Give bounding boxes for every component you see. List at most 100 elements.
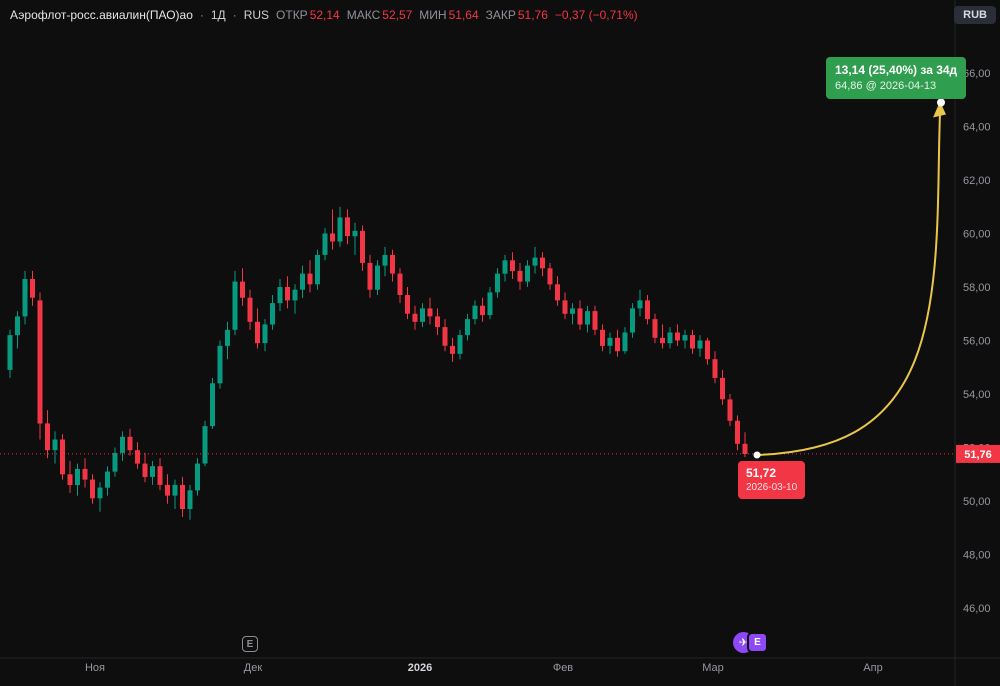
candle-body xyxy=(720,377,725,400)
open-value-group: ОТКР 52,14 xyxy=(276,8,340,22)
candle-body xyxy=(105,471,110,488)
low-value-group: МИН 51,64 xyxy=(419,8,478,22)
time-tick-label: 2026 xyxy=(408,662,432,674)
candle-body xyxy=(127,436,133,451)
candle-body xyxy=(480,305,485,316)
candle-body xyxy=(645,300,650,320)
candle-body xyxy=(577,308,583,325)
candle-body xyxy=(165,484,170,496)
price-tick-label: 60,00 xyxy=(963,229,991,241)
candle-body xyxy=(67,474,73,485)
candle-body xyxy=(180,484,185,509)
open-label: ОТКР xyxy=(276,8,308,22)
candle-body xyxy=(52,439,58,451)
symbol-title[interactable]: Аэрофлот-росс.авиалин(ПАО)ао xyxy=(10,8,193,22)
candle-body xyxy=(540,257,545,269)
candle-body xyxy=(532,257,538,266)
candle-body xyxy=(585,311,590,325)
candle-body xyxy=(405,295,410,314)
candle-body xyxy=(690,335,695,349)
price-tick-label: 66,00 xyxy=(963,68,991,80)
candle-body xyxy=(135,450,140,464)
time-axis[interactable]: Ноя Дек 2026 Фев Мар Апр xyxy=(85,662,883,674)
candle-body xyxy=(375,265,380,290)
candle-body xyxy=(232,281,238,330)
candle-body xyxy=(307,273,313,285)
candle-body xyxy=(150,466,155,477)
candle-body xyxy=(7,335,13,370)
candle-body xyxy=(240,281,245,298)
candle-body xyxy=(697,340,703,349)
price-tick-label: 64,00 xyxy=(963,122,991,134)
candle-body xyxy=(142,463,148,477)
candle-body xyxy=(495,273,500,293)
candle-body xyxy=(637,300,643,309)
time-tick-label: Мар xyxy=(702,662,724,674)
projection-curve[interactable] xyxy=(756,113,941,456)
price-tick-label: 46,00 xyxy=(963,603,991,615)
candle-body xyxy=(652,319,658,338)
candle-body xyxy=(742,443,748,454)
candle-body xyxy=(600,329,605,346)
candle-body xyxy=(172,484,178,496)
candle-body xyxy=(37,300,43,424)
candle-body xyxy=(465,319,470,336)
candle-body xyxy=(367,262,373,290)
candle-body xyxy=(300,273,305,290)
candle-body xyxy=(487,292,493,316)
projection-target-text: 64,86 @ 2026-04-13 xyxy=(835,79,937,92)
candle-body xyxy=(382,254,388,266)
candle-body xyxy=(570,308,575,314)
price-tick-label: 50,00 xyxy=(963,496,991,508)
candles-series xyxy=(7,206,748,520)
price-axis[interactable]: 66,0064,0062,0060,0058,0056,0054,0052,00… xyxy=(963,68,991,615)
curve-start-handle[interactable] xyxy=(753,451,761,459)
close-value: 51,76 xyxy=(517,8,548,22)
currency-button[interactable]: RUB xyxy=(954,6,996,24)
change-value: −0,37 (−0,71%) xyxy=(554,8,638,22)
candle-body xyxy=(217,345,223,384)
svg-text:51,76: 51,76 xyxy=(964,449,992,461)
candle-body xyxy=(75,468,80,485)
candle-body xyxy=(360,230,365,263)
high-value-group: МАКС 52,57 xyxy=(347,8,413,22)
curve-end-handle[interactable] xyxy=(937,98,945,107)
candle-body xyxy=(120,436,125,453)
exchange-label: RUS xyxy=(243,8,270,22)
high-label: МАКС xyxy=(346,8,381,22)
candle-body xyxy=(315,254,320,285)
candle-body xyxy=(547,268,553,285)
upcoming-earnings-marker[interactable]: ✈ E xyxy=(733,632,768,653)
candle-body xyxy=(90,479,95,499)
projection-callout[interactable]: 13,14 (25,40%) за 34д 64,86 @ 2026-04-13 xyxy=(826,57,967,100)
close-label: ЗАКР xyxy=(485,8,516,22)
separator: · xyxy=(199,8,204,22)
candle-body xyxy=(705,340,710,360)
projection-change-text: 13,14 (25,40%) за 34д xyxy=(835,63,958,77)
candle-body xyxy=(210,383,215,427)
candle-body xyxy=(247,297,253,322)
candle-body xyxy=(682,335,688,341)
price-tick-label: 62,00 xyxy=(963,175,991,187)
candle-body xyxy=(157,466,163,485)
interval-label[interactable]: 1Д xyxy=(210,8,226,22)
candle-body xyxy=(187,490,193,509)
candle-body xyxy=(735,420,740,444)
candle-body xyxy=(510,260,515,271)
earnings-e-icon: E xyxy=(747,632,768,653)
candle-body xyxy=(60,439,65,475)
candle-body xyxy=(727,399,733,421)
trend-start-callout[interactable]: 51,72 2026-03-10 xyxy=(738,461,806,499)
candle-body xyxy=(97,487,103,499)
price-tick-label: 56,00 xyxy=(963,336,991,348)
close-value-group: ЗАКР 51,76 xyxy=(486,8,548,22)
candle-body xyxy=(337,217,343,242)
candle-body xyxy=(202,426,208,464)
earnings-marker-icon[interactable]: E xyxy=(242,636,258,652)
candle-body xyxy=(435,316,440,328)
candle-body xyxy=(255,321,260,344)
candle-body xyxy=(285,287,290,301)
price-tick-label: 54,00 xyxy=(963,389,991,401)
